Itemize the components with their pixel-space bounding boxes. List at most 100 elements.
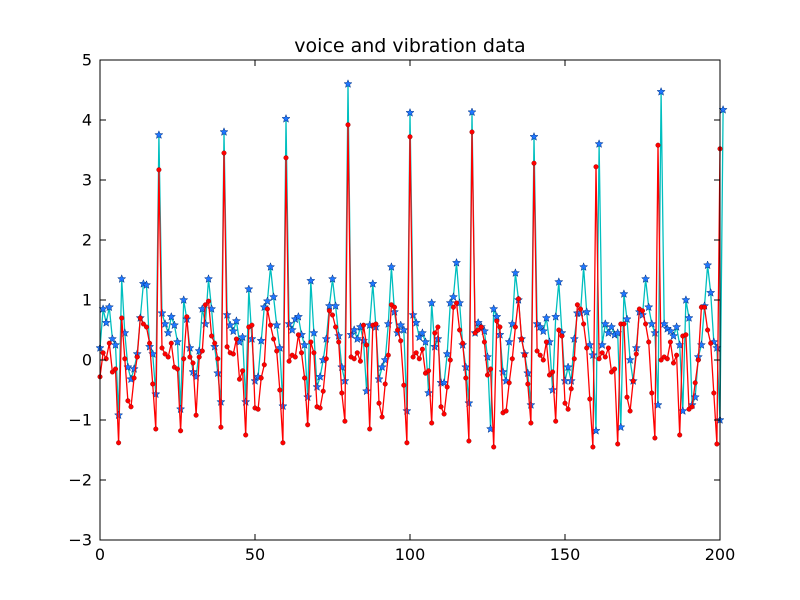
data-point <box>547 385 558 394</box>
data-point <box>650 328 660 337</box>
data-point <box>695 357 701 363</box>
data-point <box>303 392 313 402</box>
data-point <box>529 131 539 141</box>
data-point <box>512 324 518 330</box>
data-point <box>109 369 115 375</box>
data-point <box>646 339 652 345</box>
data-point <box>554 277 564 286</box>
data-point <box>203 274 214 283</box>
data-point <box>129 364 139 373</box>
data-point <box>683 332 689 338</box>
data-point <box>262 296 273 306</box>
data-point <box>154 130 164 139</box>
data-point <box>352 334 362 343</box>
data-point <box>244 284 254 294</box>
data-point <box>664 356 670 362</box>
data-point <box>283 155 289 161</box>
data-point <box>609 369 615 375</box>
data-point <box>326 308 332 314</box>
data-point <box>709 337 719 346</box>
data-point <box>315 371 325 381</box>
data-point <box>454 300 460 306</box>
data-point <box>215 356 221 362</box>
data-point <box>253 371 263 381</box>
data-point <box>292 354 298 360</box>
data-point <box>392 328 403 337</box>
data-point <box>184 314 190 320</box>
data-point <box>509 356 515 362</box>
data-point <box>174 366 180 372</box>
data-point <box>209 333 215 339</box>
data-point <box>630 378 636 384</box>
y-tick-label: 5 <box>82 51 92 70</box>
data-point <box>466 438 472 444</box>
data-point <box>143 324 149 330</box>
data-point <box>156 167 162 173</box>
data-point <box>441 411 447 417</box>
data-point <box>193 412 199 418</box>
data-point <box>221 150 227 156</box>
data-point <box>241 397 251 406</box>
x-tick-label: 200 <box>705 545 736 564</box>
data-point <box>681 295 691 304</box>
data-point <box>153 426 159 432</box>
data-point <box>619 289 629 298</box>
y-tick-label: 0 <box>82 351 92 370</box>
data-point <box>230 351 236 357</box>
data-point <box>339 390 345 396</box>
data-point <box>345 122 351 128</box>
data-point <box>414 332 424 342</box>
data-point <box>461 362 471 372</box>
data-point <box>334 331 344 340</box>
data-point <box>228 326 238 336</box>
data-point <box>395 327 401 333</box>
data-point <box>640 274 651 283</box>
data-point <box>382 381 388 387</box>
y-tick-label: −2 <box>68 471 92 490</box>
data-point <box>119 315 125 321</box>
data-point <box>469 129 475 135</box>
data-point <box>137 315 143 321</box>
data-point <box>407 134 413 140</box>
data-point <box>605 345 611 351</box>
data-point <box>678 406 688 415</box>
data-point <box>196 354 202 360</box>
data-point <box>199 348 205 354</box>
data-point <box>219 127 229 136</box>
data-point <box>116 440 122 446</box>
data-point <box>475 327 481 333</box>
data-point <box>317 405 323 411</box>
data-point <box>423 388 434 397</box>
data-point <box>547 372 553 378</box>
data-point <box>463 375 469 381</box>
data-point <box>647 319 657 328</box>
data-point <box>478 324 484 330</box>
data-point <box>281 113 291 123</box>
data-point <box>467 107 477 117</box>
data-point <box>236 376 242 382</box>
data-point <box>337 362 347 372</box>
data-point <box>280 440 286 446</box>
data-point <box>553 418 559 424</box>
data-point <box>435 324 441 330</box>
data-point <box>534 348 540 354</box>
data-point <box>405 107 415 117</box>
data-point <box>590 444 596 450</box>
data-point <box>256 335 266 345</box>
data-point <box>578 306 584 312</box>
data-point <box>205 298 211 304</box>
data-point <box>299 340 310 349</box>
data-point <box>692 380 698 386</box>
data-point <box>392 304 398 310</box>
data-point <box>128 404 134 410</box>
data-point <box>386 262 397 271</box>
data-point <box>312 382 322 391</box>
data-point <box>122 356 128 362</box>
data-point <box>131 375 137 381</box>
data-point <box>202 302 208 308</box>
data-point <box>599 350 605 356</box>
data-point <box>107 334 118 343</box>
data-point <box>656 86 666 96</box>
data-point <box>488 366 494 372</box>
